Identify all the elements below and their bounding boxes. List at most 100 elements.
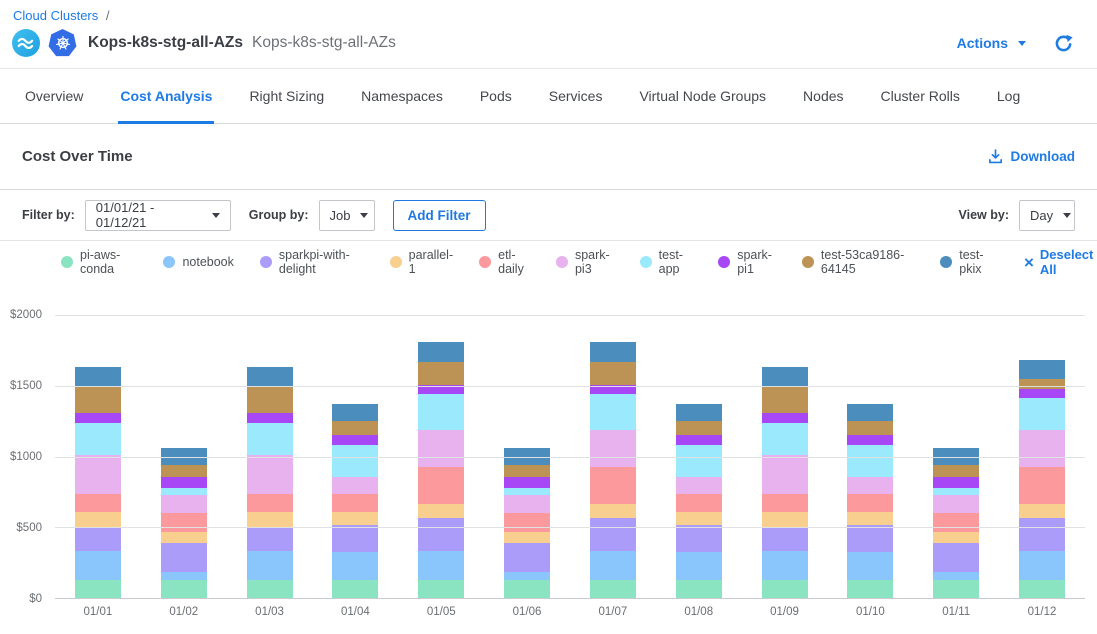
tab-pods[interactable]: Pods xyxy=(480,69,512,123)
bar-segment-sparkpi-with-delight[interactable] xyxy=(247,527,293,551)
bar-segment-parallel-1[interactable] xyxy=(161,532,207,543)
bar-segment-test-pkix[interactable] xyxy=(332,404,378,422)
legend-item-spark-pi3[interactable]: spark-pi3 xyxy=(556,248,614,276)
bar-segment-spark-pi3[interactable] xyxy=(75,455,121,493)
bar-segment-spark-pi1[interactable] xyxy=(504,477,550,488)
download-button[interactable]: Download xyxy=(987,148,1076,165)
bar-segment-sparkpi-with-delight[interactable] xyxy=(847,525,893,552)
bar-segment-spark-pi3[interactable] xyxy=(161,495,207,513)
bar-segment-notebook[interactable] xyxy=(504,572,550,581)
bar-segment-spark-pi3[interactable] xyxy=(247,455,293,493)
bar-segment-spark-pi1[interactable] xyxy=(762,413,808,423)
stacked-bar-01-05[interactable] xyxy=(418,342,464,598)
bar-segment-spark-pi3[interactable] xyxy=(676,477,722,495)
bar-segment-etl-daily[interactable] xyxy=(75,494,121,512)
bar-segment-notebook[interactable] xyxy=(847,552,893,580)
bar-segment-test-53ca9186-64145[interactable] xyxy=(504,465,550,477)
bar-segment-notebook[interactable] xyxy=(676,552,722,580)
bar-segment-test-53ca9186-64145[interactable] xyxy=(933,465,979,477)
bar-segment-test-app[interactable] xyxy=(1019,398,1065,430)
bar-segment-test-53ca9186-64145[interactable] xyxy=(332,421,378,435)
bar-segment-test-app[interactable] xyxy=(75,423,121,456)
bar-segment-etl-daily[interactable] xyxy=(847,494,893,512)
bar-segment-test-app[interactable] xyxy=(332,445,378,476)
legend-item-etl-daily[interactable]: etl-daily xyxy=(479,248,530,276)
bar-segment-test-pkix[interactable] xyxy=(247,367,293,385)
legend-item-parallel-1[interactable]: parallel-1 xyxy=(390,248,453,276)
bar-segment-parallel-1[interactable] xyxy=(504,532,550,543)
bar-segment-test-53ca9186-64145[interactable] xyxy=(847,421,893,435)
stacked-bar-01-11[interactable] xyxy=(933,448,979,598)
bar-segment-notebook[interactable] xyxy=(590,551,636,579)
bar-segment-parallel-1[interactable] xyxy=(847,512,893,525)
bar-segment-sparkpi-with-delight[interactable] xyxy=(161,543,207,571)
bar-segment-etl-daily[interactable] xyxy=(1019,467,1065,505)
bar-segment-spark-pi3[interactable] xyxy=(1019,430,1065,467)
bar-segment-test-53ca9186-64145[interactable] xyxy=(161,465,207,477)
bar-segment-test-pkix[interactable] xyxy=(762,367,808,385)
bar-segment-notebook[interactable] xyxy=(933,572,979,581)
bar-segment-test-pkix[interactable] xyxy=(676,404,722,422)
bar-segment-pi-aws-conda[interactable] xyxy=(418,580,464,598)
bar-segment-etl-daily[interactable] xyxy=(762,494,808,512)
bar-segment-notebook[interactable] xyxy=(332,552,378,580)
bar-segment-spark-pi1[interactable] xyxy=(161,477,207,488)
bar-segment-test-pkix[interactable] xyxy=(418,342,464,361)
bar-segment-test-53ca9186-64145[interactable] xyxy=(590,362,636,385)
bar-segment-notebook[interactable] xyxy=(161,572,207,581)
bar-segment-etl-daily[interactable] xyxy=(332,494,378,512)
bar-segment-parallel-1[interactable] xyxy=(247,512,293,527)
bar-segment-spark-pi3[interactable] xyxy=(847,477,893,495)
bar-segment-sparkpi-with-delight[interactable] xyxy=(504,543,550,571)
tab-services[interactable]: Services xyxy=(549,69,603,123)
stacked-bar-01-02[interactable] xyxy=(161,448,207,598)
bar-segment-pi-aws-conda[interactable] xyxy=(161,580,207,598)
bar-segment-etl-daily[interactable] xyxy=(676,494,722,512)
stacked-bar-01-12[interactable] xyxy=(1019,360,1065,598)
bar-segment-test-app[interactable] xyxy=(933,488,979,495)
bar-segment-parallel-1[interactable] xyxy=(933,532,979,543)
bar-segment-pi-aws-conda[interactable] xyxy=(933,580,979,598)
legend-item-test-53ca9186-64145[interactable]: test-53ca9186-64145 xyxy=(802,248,914,276)
bar-segment-sparkpi-with-delight[interactable] xyxy=(418,518,464,551)
bar-segment-test-53ca9186-64145[interactable] xyxy=(418,362,464,385)
bar-segment-pi-aws-conda[interactable] xyxy=(847,580,893,598)
bar-segment-spark-pi1[interactable] xyxy=(676,435,722,445)
bar-segment-sparkpi-with-delight[interactable] xyxy=(590,518,636,551)
bar-segment-test-pkix[interactable] xyxy=(590,342,636,361)
bar-segment-test-pkix[interactable] xyxy=(1019,360,1065,378)
stacked-bar-01-10[interactable] xyxy=(847,404,893,598)
bar-segment-test-app[interactable] xyxy=(247,423,293,456)
bar-segment-test-app[interactable] xyxy=(161,488,207,495)
bar-segment-pi-aws-conda[interactable] xyxy=(676,580,722,598)
bar-segment-test-app[interactable] xyxy=(590,394,636,430)
bar-segment-sparkpi-with-delight[interactable] xyxy=(1019,518,1065,551)
bar-segment-test-app[interactable] xyxy=(676,445,722,476)
bar-segment-pi-aws-conda[interactable] xyxy=(247,580,293,598)
stacked-bar-01-07[interactable] xyxy=(590,342,636,598)
bar-segment-parallel-1[interactable] xyxy=(418,504,464,517)
stacked-bar-01-03[interactable] xyxy=(247,367,293,598)
tab-cost-analysis[interactable]: Cost Analysis xyxy=(120,69,212,123)
tab-cluster-rolls[interactable]: Cluster Rolls xyxy=(881,69,960,123)
actions-button[interactable]: Actions xyxy=(957,35,1026,51)
legend-item-test-pkix[interactable]: test-pkix xyxy=(940,248,994,276)
add-filter-button[interactable]: Add Filter xyxy=(393,200,486,231)
bar-segment-pi-aws-conda[interactable] xyxy=(75,580,121,598)
bar-segment-test-53ca9186-64145[interactable] xyxy=(247,386,293,413)
bar-segment-pi-aws-conda[interactable] xyxy=(762,580,808,598)
tab-overview[interactable]: Overview xyxy=(25,69,83,123)
stacked-bar-01-09[interactable] xyxy=(762,367,808,598)
bar-segment-pi-aws-conda[interactable] xyxy=(332,580,378,598)
stacked-bar-01-06[interactable] xyxy=(504,448,550,598)
bar-segment-spark-pi3[interactable] xyxy=(332,477,378,495)
bar-segment-pi-aws-conda[interactable] xyxy=(504,580,550,598)
bar-segment-spark-pi1[interactable] xyxy=(847,435,893,445)
stacked-bar-01-04[interactable] xyxy=(332,404,378,598)
date-range-dropdown[interactable]: 01/01/21 - 01/12/21 xyxy=(85,200,231,231)
bar-segment-spark-pi1[interactable] xyxy=(1019,389,1065,398)
bar-segment-test-53ca9186-64145[interactable] xyxy=(676,421,722,435)
bar-segment-parallel-1[interactable] xyxy=(1019,504,1065,517)
breadcrumb-link-cloud-clusters[interactable]: Cloud Clusters xyxy=(13,8,98,23)
bar-segment-notebook[interactable] xyxy=(762,551,808,580)
